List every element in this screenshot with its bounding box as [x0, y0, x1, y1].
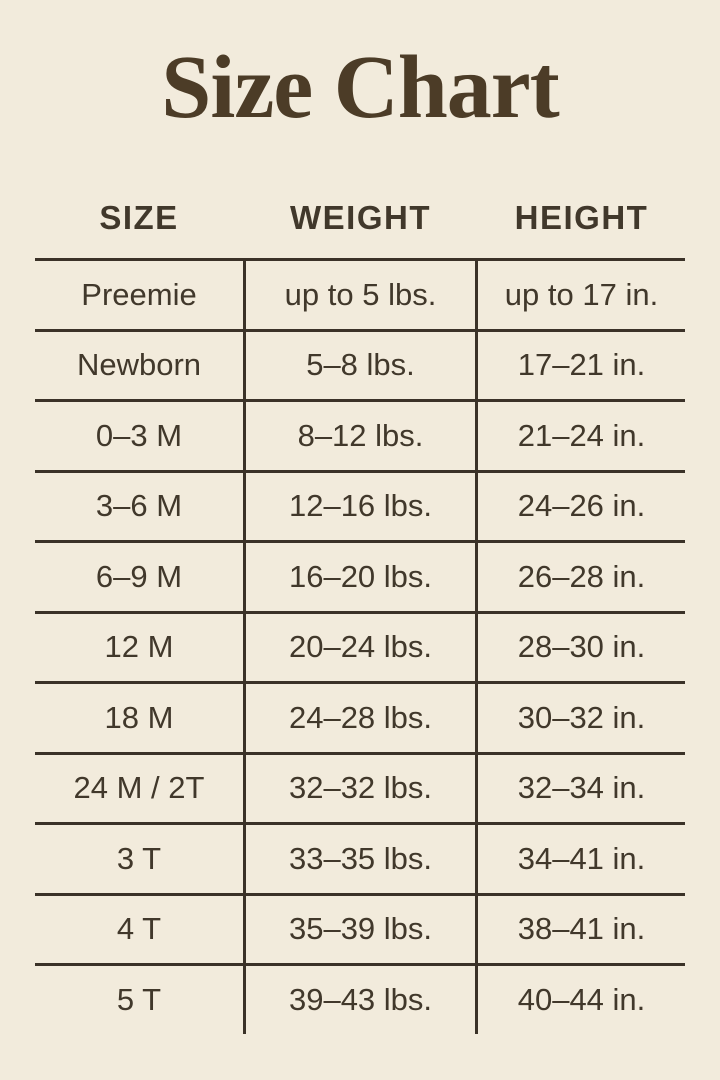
table-row: 4 T 35–39 lbs. 38–41 in.	[35, 892, 685, 963]
column-header-size: SIZE	[99, 199, 179, 236]
cell-size: Preemie	[81, 276, 197, 312]
cell-size: 3 T	[116, 840, 162, 876]
cell-height: 30–32 in.	[517, 699, 646, 735]
cell-height: 34–41 in.	[517, 840, 646, 876]
table-row: 3–6 M 12–16 lbs. 24–26 in.	[35, 469, 685, 540]
cell-size: 3–6 M	[95, 488, 183, 524]
table-row: 6–9 M 16–20 lbs. 26–28 in.	[35, 540, 685, 611]
cell-weight: 39–43 lbs.	[243, 966, 478, 1034]
cell-weight: 8–12 lbs.	[243, 402, 478, 470]
cell-size: 18 M	[104, 699, 174, 735]
cell-weight: 32–32 lbs.	[243, 754, 478, 822]
cell-height: 17–21 in.	[517, 347, 646, 383]
table-header-row: SIZE WEIGHT HEIGHT	[35, 178, 685, 258]
cell-height: 40–44 in.	[517, 981, 646, 1017]
cell-size: 6–9 M	[95, 558, 183, 594]
cell-height: 24–26 in.	[517, 488, 646, 524]
cell-height: up to 17 in.	[504, 276, 659, 312]
table-row: Preemie up to 5 lbs. up to 17 in.	[35, 258, 685, 329]
table-row: 24 M / 2T 32–32 lbs. 32–34 in.	[35, 751, 685, 822]
cell-weight: 33–35 lbs.	[243, 825, 478, 893]
cell-height: 38–41 in.	[517, 911, 646, 947]
table-row: 12 M 20–24 lbs. 28–30 in.	[35, 610, 685, 681]
cell-weight: 20–24 lbs.	[243, 613, 478, 681]
cell-size: 5 T	[116, 981, 162, 1017]
column-header-height: HEIGHT	[514, 199, 649, 236]
cell-size: 24 M / 2T	[73, 770, 205, 806]
table-row: 3 T 33–35 lbs. 34–41 in.	[35, 822, 685, 893]
table-body: Preemie up to 5 lbs. up to 17 in. Newbor…	[35, 258, 685, 1034]
table-row: 5 T 39–43 lbs. 40–44 in.	[35, 963, 685, 1034]
cell-size: 4 T	[116, 911, 162, 947]
table-row: 0–3 M 8–12 lbs. 21–24 in.	[35, 399, 685, 470]
column-header-weight: WEIGHT	[290, 199, 431, 236]
cell-weight: 5–8 lbs.	[243, 331, 478, 399]
cell-height: 28–30 in.	[517, 629, 646, 665]
cell-height: 32–34 in.	[517, 770, 646, 806]
cell-size: Newborn	[76, 347, 202, 383]
cell-weight: 12–16 lbs.	[243, 472, 478, 540]
cell-weight: 24–28 lbs.	[243, 684, 478, 752]
cell-height: 21–24 in.	[517, 417, 646, 453]
cell-weight: 16–20 lbs.	[243, 543, 478, 611]
table-row: 18 M 24–28 lbs. 30–32 in.	[35, 681, 685, 752]
table-row: Newborn 5–8 lbs. 17–21 in.	[35, 328, 685, 399]
cell-size: 12 M	[104, 629, 174, 665]
page-title: Size Chart	[161, 38, 559, 137]
cell-weight: 35–39 lbs.	[243, 895, 478, 963]
cell-weight: up to 5 lbs.	[243, 261, 478, 329]
cell-size: 0–3 M	[95, 417, 183, 453]
cell-height: 26–28 in.	[517, 558, 646, 594]
size-chart-table: SIZE WEIGHT HEIGHT Preemie up to 5 lbs. …	[35, 178, 685, 1034]
